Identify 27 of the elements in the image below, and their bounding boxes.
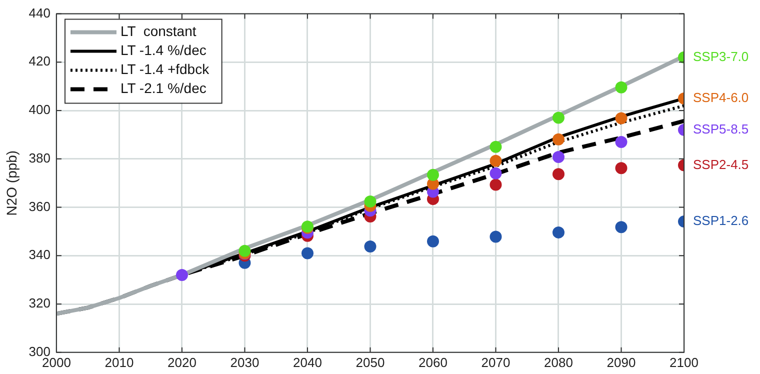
y-tick-label: 320: [28, 296, 50, 311]
legend-label: LT -1.4 %/dec: [120, 42, 206, 58]
x-tick-label: 2050: [356, 354, 385, 370]
x-tick-label: 2080: [544, 354, 573, 370]
y-axis-title: N2O (ppb): [3, 150, 20, 216]
x-tick-label: 2070: [481, 354, 510, 370]
y-tick-label: 420: [28, 54, 50, 69]
x-tick-label: 2090: [606, 354, 636, 370]
x-tick-label: 2060: [418, 354, 448, 370]
y-tick-label: 440: [28, 5, 50, 20]
x-tick-label: 2040: [293, 354, 322, 370]
x-tick-label: 2100: [670, 354, 698, 370]
series-label: SSP3-7.0: [693, 48, 749, 64]
series-label: SSP5-8.5: [693, 121, 749, 136]
x-tick-label: 2030: [230, 354, 260, 370]
y-tick-label: 360: [28, 198, 50, 214]
series-label: SSP2-4.5: [693, 156, 749, 172]
series-label: SSP4-6.0: [693, 90, 749, 106]
legend-label: LT constant: [120, 23, 196, 40]
y-tick-label: 400: [28, 102, 50, 118]
legend-label: LT -1.4 +fdbck: [120, 61, 210, 78]
y-tick-label: 380: [28, 150, 50, 166]
x-tick-label: 2020: [168, 354, 196, 370]
series-label: SSP1-2.6: [693, 213, 749, 228]
y-tick-label: 340: [28, 247, 50, 262]
x-tick-label: 2010: [104, 354, 134, 370]
legend-label: LT -2.1 %/dec: [120, 80, 206, 96]
